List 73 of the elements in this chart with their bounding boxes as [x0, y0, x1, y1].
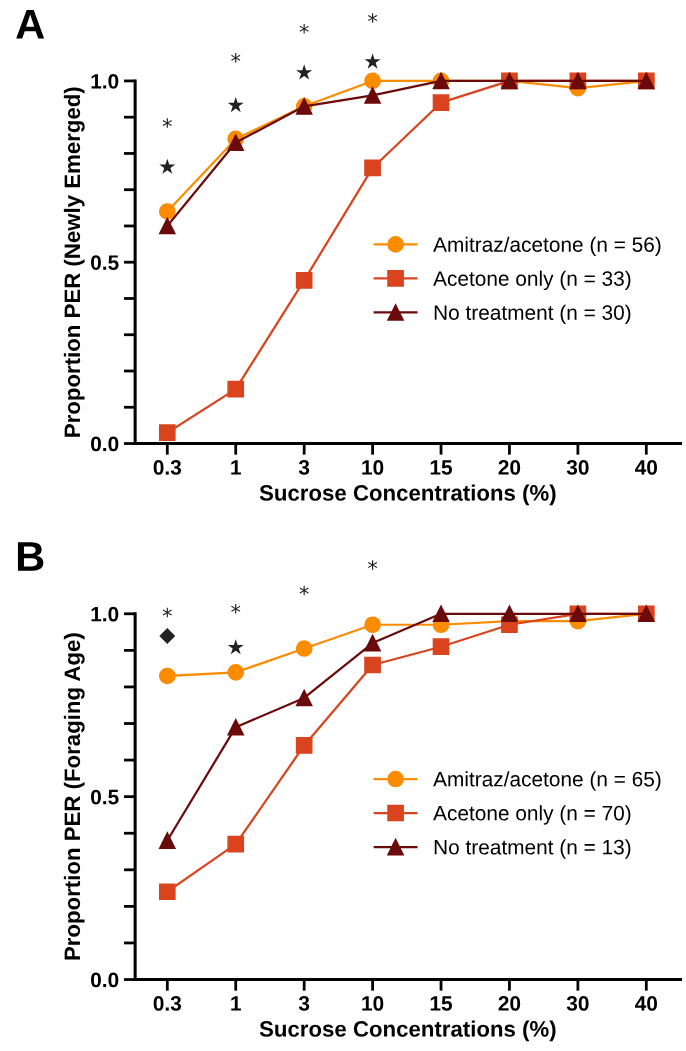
point — [158, 424, 176, 441]
legend-label: Acetone only (n = 33) — [433, 270, 631, 291]
x-tick-label: 3 — [298, 996, 310, 1011]
point — [227, 380, 245, 398]
x-tick-label: 10 — [362, 996, 384, 1011]
text: * — [299, 585, 309, 596]
x-tick-label: 30 — [566, 996, 589, 1011]
y-tick-label: 0.5 — [91, 789, 119, 805]
x-tick-label: 10 — [362, 460, 384, 475]
x-tick-label: 40 — [635, 996, 658, 1011]
point — [227, 718, 245, 736]
x-tick-label: 1 — [231, 996, 241, 1011]
x-tick-label: 40 — [635, 460, 658, 475]
point — [158, 667, 176, 685]
legend-label: No treatment (n = 13) — [434, 839, 631, 859]
point — [158, 217, 176, 235]
legend-label: No treatment (n = 30) — [434, 304, 631, 325]
x-tick-label: 15 — [430, 460, 453, 475]
annotation: * — [162, 607, 172, 618]
text: * — [231, 604, 241, 614]
point — [501, 605, 518, 623]
point — [227, 663, 245, 681]
x-tick-label: 3 — [298, 460, 310, 475]
point — [364, 656, 381, 674]
x-tick-label: 30 — [566, 460, 589, 475]
annotation: * — [162, 118, 172, 128]
y-tick-label: 0.5 — [91, 255, 119, 270]
point — [295, 640, 313, 657]
text: * — [368, 560, 378, 570]
point — [295, 737, 313, 754]
legend-label: Amitraz/acetone (n = 65) — [433, 771, 661, 791]
x-tick-label: 20 — [498, 996, 521, 1011]
point — [227, 134, 245, 151]
x-tick-label: 20 — [498, 460, 521, 475]
annotation: ★ — [227, 639, 244, 655]
point — [364, 616, 381, 634]
y-tick-label: 0.0 — [91, 436, 119, 452]
point — [158, 203, 176, 220]
point — [295, 689, 313, 707]
legend-label: Acetone only (n = 70) — [433, 805, 631, 825]
point — [295, 272, 313, 289]
x-tick-label: 15 — [430, 996, 453, 1011]
chart-title: B — [17, 542, 44, 571]
text: * — [299, 24, 309, 34]
y-tick-label: 1.0 — [91, 73, 119, 89]
text: * — [231, 53, 241, 63]
x-tick-label: 0.3 — [153, 996, 182, 1011]
x-axis-title: Sucrose Concentrations (%) — [259, 1020, 556, 1042]
x-axis-title: Sucrose Concentrations (%) — [259, 484, 556, 506]
y-tick-label: 0.0 — [91, 972, 119, 988]
legend-label: Amitraz/acetone (n = 56) — [433, 236, 661, 257]
y-axis-title: Proportion PER (Newly Emerged) — [63, 87, 85, 437]
point — [364, 87, 381, 104]
point — [364, 634, 381, 652]
chart-title: A — [16, 9, 45, 39]
point — [432, 94, 450, 112]
y-axis-title: Proportion PER (Foraging Age) — [63, 633, 85, 960]
annotation: ◆ — [159, 628, 176, 645]
point — [432, 605, 450, 623]
point — [158, 883, 176, 901]
y-tick-label: 1.0 — [91, 606, 119, 622]
point — [227, 835, 245, 853]
point — [158, 832, 176, 849]
x-tick-label: 0.3 — [153, 460, 182, 475]
point — [364, 72, 381, 90]
annotation: ★ — [227, 96, 244, 113]
x-tick-label: 1 — [231, 460, 241, 475]
point — [432, 638, 450, 656]
point — [364, 159, 381, 177]
text: ★ — [364, 53, 381, 69]
text: * — [368, 13, 378, 23]
annotation: ★ — [159, 158, 176, 174]
text: ★ — [296, 64, 313, 80]
